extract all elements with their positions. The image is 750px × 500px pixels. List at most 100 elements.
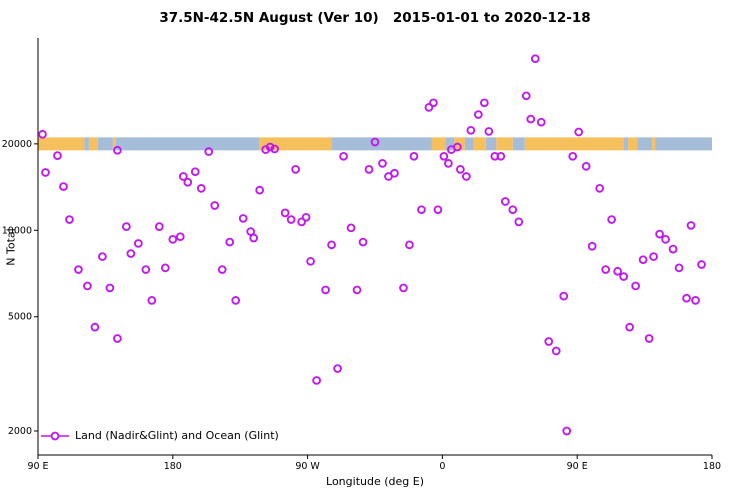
data-point [225,237,235,247]
data-point [183,177,193,187]
data-point [291,165,300,174]
band-land-segment [112,137,116,151]
data-point [536,117,546,127]
data-point [433,205,443,215]
data-point [424,103,434,112]
data-point [74,265,83,274]
band-ocean-segment [485,137,497,151]
y-axis-title: N Total [4,228,18,266]
data-point [38,129,47,139]
data-point [168,235,178,244]
data-point [238,214,248,223]
data-point [444,159,453,168]
data-point [255,185,265,195]
data-point [231,296,241,305]
data-point [691,296,700,305]
data-point [697,260,706,269]
data-point [210,201,220,210]
data-point [154,222,164,231]
data-point [521,91,531,101]
x-tick-label: 0 [439,461,445,472]
data-point [178,172,188,181]
data-point [526,114,536,124]
data-point [409,151,419,161]
data-point [674,263,684,273]
data-point [90,322,100,332]
data-point [562,426,572,436]
band-ocean-segment [512,137,525,151]
data-point [312,376,321,385]
data-point [175,232,185,242]
data-point [122,222,131,231]
data-point [249,233,259,243]
data-point [559,291,569,301]
data-point [370,137,380,147]
data-point [417,205,426,215]
land-ocean-band [38,137,712,151]
data-point [65,215,74,224]
x-tick-label: 90 E [27,461,48,472]
x-tick-label: 180 [164,461,182,472]
data-point [196,183,206,193]
band-land-segment [496,137,513,151]
data-point [668,244,678,254]
x-tick-label: 180 [703,461,721,472]
data-point [339,151,348,161]
x-tick-label: 90 E [567,461,588,472]
data-point [595,183,605,193]
data-point [644,334,654,343]
data-point [649,252,658,261]
data-point [53,151,62,160]
data-point [568,151,578,161]
band-land-segment [88,137,98,151]
data-point [378,159,387,168]
data-point [456,165,465,174]
data-point [297,217,306,227]
data-point [462,172,471,181]
band-ocean-segment [464,137,474,151]
data-points [38,54,706,436]
data-point [160,263,170,273]
band-land-segment [473,137,486,151]
data-point [301,212,311,222]
data-point [270,144,279,154]
data-point [126,249,136,258]
x-tick-label: 90 W [295,461,320,472]
data-point [484,127,494,136]
data-point [358,237,368,247]
data-point [544,337,554,346]
data-point [217,265,227,274]
band-land-segment [628,137,638,151]
tick-labels: 90 E 180 90 W 0 90 E 180 2000 5000 10000 20000 [2,139,721,472]
legend: Land (Nadir&Glint) and Ocean (Glint) [40,429,279,442]
axes [34,38,713,459]
data-point [661,235,670,244]
data-point [286,215,296,224]
data-point [321,285,330,295]
data-point [466,125,476,135]
band-ocean-segment [97,137,113,151]
legend-marker-icon [41,431,69,440]
data-point [581,162,591,171]
band-land-segment [38,137,85,151]
data-point [479,98,489,108]
data-point [473,110,483,119]
x-axis-title: Longitude (deg E) [326,475,424,488]
data-point [587,241,597,251]
band-land-segment [652,137,656,151]
data-point [98,252,107,261]
data-point [686,221,696,230]
band-ocean-segment [623,137,629,151]
data-point [551,346,561,356]
data-point [204,147,214,156]
data-point [514,217,524,227]
data-point [496,151,506,161]
data-point [113,334,122,343]
data-point [500,197,510,206]
data-point [439,151,449,161]
chart-title: 37.5N-42.5N August (Ver 10) 2015-01-01 t… [159,10,591,26]
data-point [134,239,143,248]
data-point [333,364,342,373]
data-point [631,281,640,291]
data-point [638,255,648,265]
